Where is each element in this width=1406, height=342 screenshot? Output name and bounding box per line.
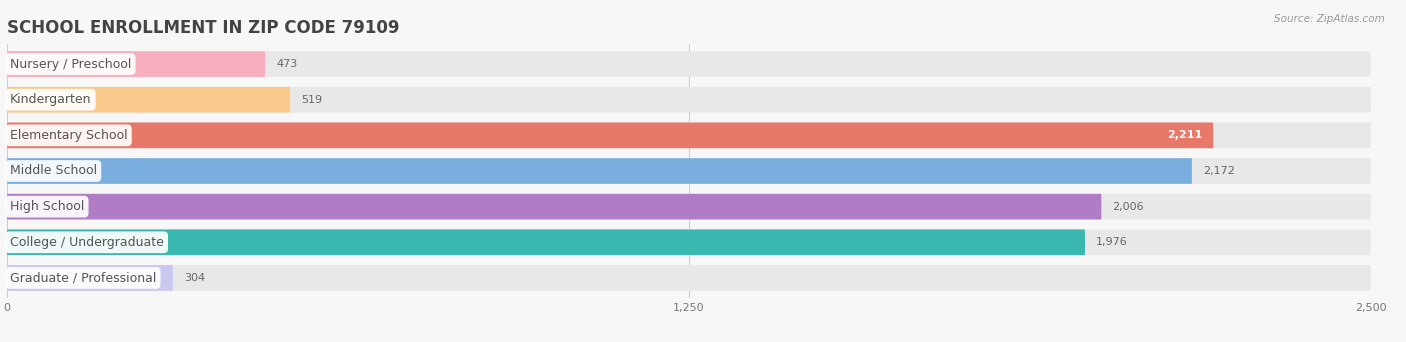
Text: High School: High School [10,200,84,213]
Text: College / Undergraduate: College / Undergraduate [10,236,163,249]
Text: Source: ZipAtlas.com: Source: ZipAtlas.com [1274,14,1385,24]
Text: Graduate / Professional: Graduate / Professional [10,272,156,285]
Text: 2,211: 2,211 [1167,130,1202,140]
Text: SCHOOL ENROLLMENT IN ZIP CODE 79109: SCHOOL ENROLLMENT IN ZIP CODE 79109 [7,19,399,37]
FancyBboxPatch shape [7,87,1371,113]
FancyBboxPatch shape [7,122,1213,148]
Text: 2,006: 2,006 [1112,202,1144,212]
FancyBboxPatch shape [7,265,1371,291]
FancyBboxPatch shape [7,51,1371,77]
Text: 519: 519 [301,95,322,105]
FancyBboxPatch shape [7,194,1371,220]
Text: 2,172: 2,172 [1202,166,1234,176]
Text: 1,976: 1,976 [1095,237,1128,247]
FancyBboxPatch shape [7,265,173,291]
Text: Kindergarten: Kindergarten [10,93,91,106]
Text: 304: 304 [184,273,205,283]
FancyBboxPatch shape [7,87,290,113]
Text: Elementary School: Elementary School [10,129,128,142]
FancyBboxPatch shape [7,158,1371,184]
Text: 473: 473 [276,59,297,69]
FancyBboxPatch shape [7,229,1085,255]
FancyBboxPatch shape [7,122,1371,148]
FancyBboxPatch shape [7,158,1192,184]
Text: Middle School: Middle School [10,165,97,177]
FancyBboxPatch shape [7,51,266,77]
FancyBboxPatch shape [7,229,1371,255]
FancyBboxPatch shape [7,194,1101,220]
Text: Nursery / Preschool: Nursery / Preschool [10,57,131,70]
